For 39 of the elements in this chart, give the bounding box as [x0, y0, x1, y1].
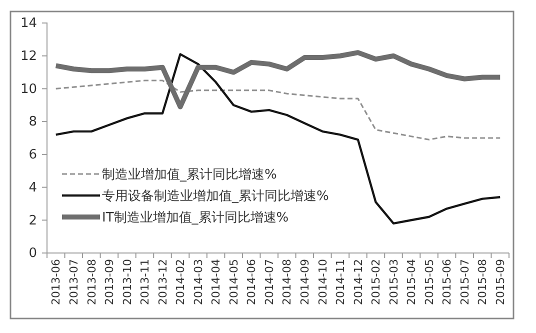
x-tick-label: 2014-04: [210, 259, 223, 305]
y-tick-label: 8: [28, 114, 37, 130]
x-tick-label: 2014-02: [174, 259, 188, 305]
x-tick-label: 2015-02: [370, 259, 383, 305]
x-tick-label: 2015-06: [440, 259, 454, 305]
x-tick-label: 2015-07: [458, 259, 472, 305]
x-tick-label: 2015-05: [422, 259, 436, 305]
line-series: [54, 53, 502, 225]
x-tick-label: 2014-12: [352, 259, 365, 305]
x-tick-label: 2014-08: [280, 259, 294, 305]
y-tick-label: 4: [28, 180, 37, 196]
x-tick-label: 2014-10: [316, 259, 330, 305]
legend-label: 制造业增加值_累计同比增速%: [102, 168, 277, 183]
x-tick-label: 2014-11: [334, 259, 348, 305]
legend-label: 专用设备制造业增加值_累计同比增速%: [102, 189, 329, 204]
x-tick-label: 2013-12: [156, 259, 170, 305]
y-tick-label: 0: [28, 246, 37, 262]
line-series: [55, 80, 501, 140]
x-tick-label: 2013-10: [120, 259, 134, 305]
x-tick-label: 2013-06: [50, 259, 63, 305]
x-tick-label: 2014-07: [262, 259, 276, 305]
y-tick-label: 6: [28, 148, 37, 163]
y-tick-label: 2: [28, 213, 37, 228]
y-tick-label: 10: [20, 82, 37, 97]
x-tick-label: 2014-06: [245, 259, 258, 305]
x-tick-label: 2014-03: [192, 259, 205, 305]
legend-label: IT制造业增加值_累计同比增速%: [102, 210, 289, 226]
x-tick-label: 2013-07: [68, 259, 81, 305]
y-tick-label: 14: [20, 16, 37, 32]
x-tick-label: 2015-08: [476, 259, 490, 305]
x-tick-label: 2013-11: [138, 259, 152, 305]
x-tick-label: 2015-09: [494, 259, 507, 305]
y-tick-label: 12: [20, 49, 37, 64]
x-tick-label: 2014-09: [298, 259, 312, 305]
x-tick-label: 2015-03: [387, 259, 400, 305]
x-tick-label: 2013-09: [103, 259, 116, 305]
x-tick-label: 2015-04: [405, 259, 418, 305]
x-tick-label: 2014-05: [227, 259, 240, 305]
x-tick-label: 2013-08: [85, 259, 98, 305]
